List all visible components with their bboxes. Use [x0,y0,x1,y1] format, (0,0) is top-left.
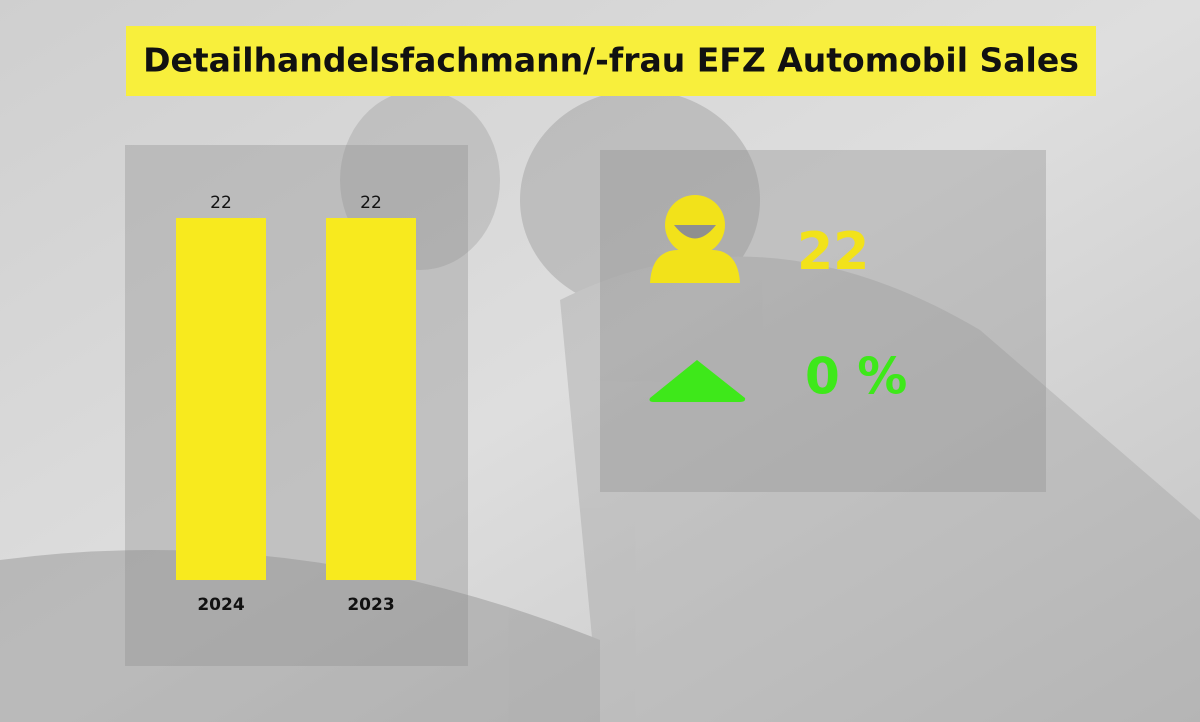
value-label: 22 [210,193,232,213]
person-smile [674,225,716,239]
title: Detailhandelsfachmann/-frau EFZ Automobi… [143,41,1079,80]
title-banner [126,26,1096,96]
x-tick-label: 2023 [347,595,394,615]
value-label: 22 [360,193,382,213]
change-arrow [649,360,746,402]
bar [326,218,416,580]
kpi-change: 0 % [805,348,907,406]
kpi-panel [600,150,1046,492]
bar-chart: 22 2024 22 2023 [176,193,416,615]
bar [176,218,266,580]
x-tick-label: 2024 [197,595,244,615]
kpi-count: 22 [797,222,869,282]
